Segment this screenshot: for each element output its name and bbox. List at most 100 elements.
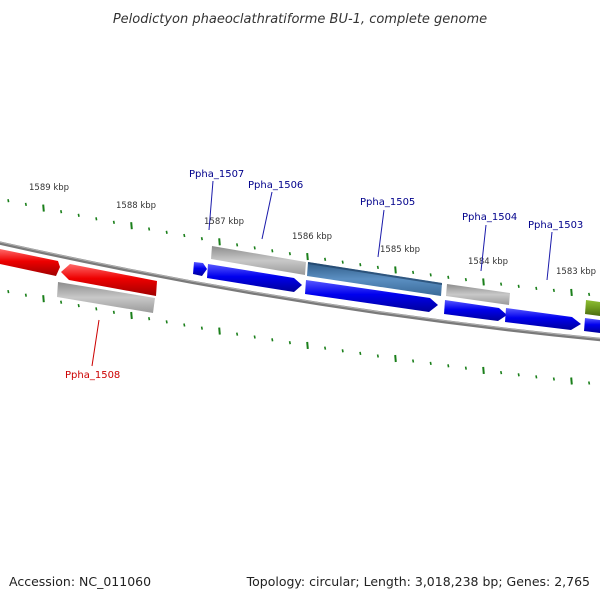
genome-backbone-highlight <box>0 241 600 340</box>
cds-ppha-1503[interactable] <box>505 308 581 330</box>
outer-tick <box>130 222 133 230</box>
gene-label-ppha-1506[interactable]: Ppha_1506 <box>248 180 303 191</box>
inner-tick <box>500 370 503 375</box>
inner-tick <box>588 381 591 385</box>
gray-gene-ppha-1506[interactable] <box>211 246 306 275</box>
cds-ppha-1505[interactable] <box>305 280 438 312</box>
inner-tick <box>95 307 98 311</box>
cds-edge-forward[interactable] <box>584 318 600 333</box>
outer-tick <box>482 278 485 286</box>
outer-tick <box>288 252 291 256</box>
inner-tick <box>60 300 63 304</box>
outer-tick <box>429 273 432 277</box>
cds-ppha-1504[interactable] <box>444 300 507 321</box>
inner-tick <box>130 311 133 320</box>
kbp-label-1586: 1586 kbp <box>292 232 332 242</box>
outer-tick <box>500 282 503 286</box>
outer-tick <box>200 237 203 241</box>
inner-tick <box>165 320 168 324</box>
inner-tick <box>288 341 291 345</box>
gene-label-ppha-1503[interactable]: Ppha_1503 <box>528 220 583 231</box>
gene-label-ppha-1508[interactable]: Ppha_1508 <box>65 370 120 381</box>
inner-tick <box>77 303 80 308</box>
inner-tick <box>306 341 309 349</box>
inner-tick <box>236 332 239 336</box>
inner-tick <box>535 375 538 379</box>
inner-tick <box>447 364 450 368</box>
outer-tick <box>552 288 555 293</box>
inner-tick <box>7 289 10 294</box>
leader-ppha-1506 <box>261 191 273 240</box>
inner-tick <box>183 323 186 327</box>
accession-text: Accession: NC_011060 <box>9 574 151 589</box>
outer-tick <box>271 249 274 253</box>
outer-tick <box>359 263 362 267</box>
cds-ppha-1508[interactable] <box>61 264 157 296</box>
outer-tick <box>148 227 151 231</box>
outer-tick <box>95 217 98 221</box>
inner-tick <box>482 366 485 374</box>
outer-tick <box>218 238 221 246</box>
outer-tick <box>324 257 327 261</box>
inner-tick <box>464 366 467 370</box>
outer-tick <box>112 220 115 224</box>
kbp-label-1588: 1588 kbp <box>116 201 156 211</box>
gene-label-ppha-1507[interactable]: Ppha_1507 <box>189 169 244 180</box>
leader-ppha-1507 <box>208 180 214 231</box>
olive-gene-edge[interactable] <box>585 300 600 316</box>
outer-tick <box>183 233 186 238</box>
map-title: Pelodictyon phaeoclathratiforme BU-1, co… <box>113 12 487 27</box>
inner-tick <box>271 338 274 342</box>
outer-tick <box>588 292 591 297</box>
outer-tick <box>236 243 239 247</box>
genome-summary-text: Topology: circular; Length: 3,018,238 bp… <box>246 574 590 589</box>
outer-tick <box>42 204 45 212</box>
inner-tick <box>42 295 45 303</box>
inner-tick <box>376 354 379 358</box>
outer-tick <box>376 265 379 270</box>
outer-tick <box>570 288 573 296</box>
outer-tick <box>60 210 63 214</box>
outer-tick <box>535 286 538 291</box>
gray-gene-ppha-1504[interactable] <box>446 284 510 305</box>
kbp-label-1584: 1584 kbp <box>468 257 508 267</box>
leader-ppha-1508 <box>91 319 100 367</box>
inner-tick <box>570 377 573 385</box>
cds-ppha-1507[interactable] <box>193 262 207 276</box>
inner-tick <box>359 351 362 356</box>
inner-tick <box>218 327 221 335</box>
kbp-label-1583: 1583 kbp <box>556 267 596 277</box>
outer-tick <box>464 277 467 282</box>
inner-tick <box>517 373 520 377</box>
outer-tick <box>394 266 397 274</box>
leader-ppha-1503 <box>546 231 553 281</box>
kbp-label-1587: 1587 kbp <box>204 217 244 227</box>
inner-tick <box>148 317 151 321</box>
inner-tick <box>341 349 344 353</box>
cds-reverse-edge[interactable] <box>0 249 60 276</box>
steelblue-gene-ppha-1505[interactable] <box>307 262 442 296</box>
outer-tick <box>253 246 256 250</box>
outer-tick <box>447 275 450 279</box>
inner-tick <box>324 346 327 350</box>
kbp-label-1589: 1589 kbp <box>29 183 69 193</box>
gene-label-ppha-1504[interactable]: Ppha_1504 <box>462 212 517 223</box>
outer-tick <box>24 202 27 207</box>
leader-ppha-1505 <box>377 209 385 258</box>
cds-ppha-1506[interactable] <box>207 264 302 292</box>
outer-tick <box>77 213 80 217</box>
outer-tick <box>517 284 520 288</box>
gray-gene-ppha-1508[interactable] <box>57 282 155 313</box>
inner-tick <box>24 293 27 297</box>
inner-tick-ring <box>7 289 591 385</box>
genome-backbone <box>0 241 600 342</box>
outer-tick <box>165 230 168 234</box>
outer-tick-ring <box>7 199 591 297</box>
inner-tick <box>253 335 256 339</box>
outer-tick <box>341 260 344 264</box>
inner-tick <box>429 361 432 366</box>
leader-ppha-1504 <box>480 224 487 272</box>
inner-tick <box>552 377 555 381</box>
gene-label-ppha-1505[interactable]: Ppha_1505 <box>360 197 415 208</box>
outer-tick <box>412 270 415 275</box>
